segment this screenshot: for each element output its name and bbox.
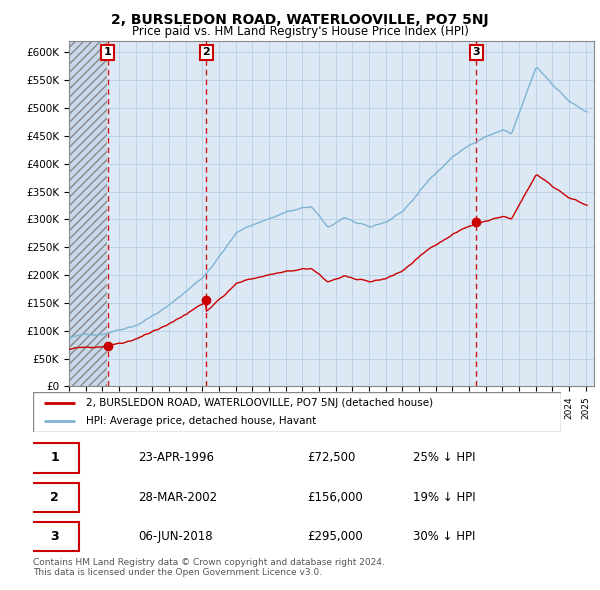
FancyBboxPatch shape <box>33 392 561 432</box>
FancyBboxPatch shape <box>31 483 79 512</box>
Text: £295,000: £295,000 <box>308 530 364 543</box>
Text: 19% ↓ HPI: 19% ↓ HPI <box>413 491 476 504</box>
Text: 3: 3 <box>50 530 59 543</box>
Text: 3: 3 <box>472 47 480 57</box>
Text: £72,500: £72,500 <box>308 451 356 464</box>
Text: HPI: Average price, detached house, Havant: HPI: Average price, detached house, Hava… <box>86 416 316 426</box>
Bar <box>69 41 107 386</box>
Text: Price paid vs. HM Land Registry's House Price Index (HPI): Price paid vs. HM Land Registry's House … <box>131 25 469 38</box>
Text: 25% ↓ HPI: 25% ↓ HPI <box>413 451 476 464</box>
Text: Contains HM Land Registry data © Crown copyright and database right 2024.: Contains HM Land Registry data © Crown c… <box>33 558 385 566</box>
Text: 2: 2 <box>202 47 210 57</box>
Text: 23-APR-1996: 23-APR-1996 <box>139 451 215 464</box>
Text: This data is licensed under the Open Government Licence v3.0.: This data is licensed under the Open Gov… <box>33 568 322 577</box>
Text: 1: 1 <box>50 451 59 464</box>
Text: 2, BURSLEDON ROAD, WATERLOOVILLE, PO7 5NJ (detached house): 2, BURSLEDON ROAD, WATERLOOVILLE, PO7 5N… <box>86 398 433 408</box>
FancyBboxPatch shape <box>31 443 79 473</box>
Text: 30% ↓ HPI: 30% ↓ HPI <box>413 530 476 543</box>
Text: £156,000: £156,000 <box>308 491 364 504</box>
Text: 06-JUN-2018: 06-JUN-2018 <box>139 530 213 543</box>
Text: 2, BURSLEDON ROAD, WATERLOOVILLE, PO7 5NJ: 2, BURSLEDON ROAD, WATERLOOVILLE, PO7 5N… <box>111 13 489 27</box>
Text: 28-MAR-2002: 28-MAR-2002 <box>139 491 218 504</box>
FancyBboxPatch shape <box>31 522 79 551</box>
Text: 1: 1 <box>104 47 112 57</box>
Text: 2: 2 <box>50 491 59 504</box>
